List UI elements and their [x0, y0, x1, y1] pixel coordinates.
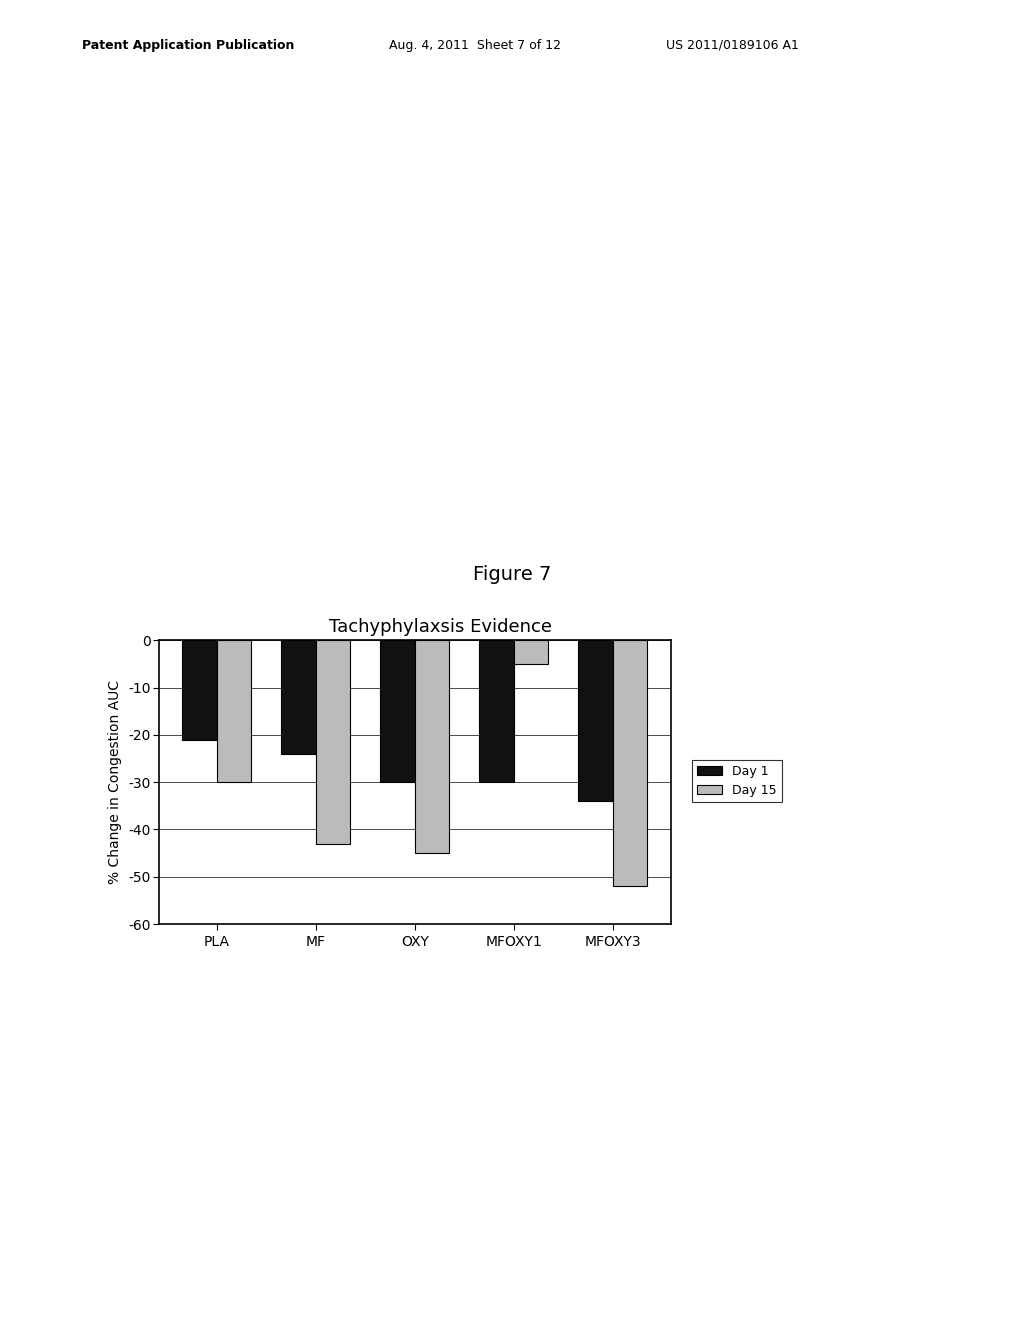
Bar — [182, 640, 217, 739]
Text: Figure 7: Figure 7 — [473, 565, 551, 583]
Bar — [415, 640, 450, 853]
Text: Aug. 4, 2011  Sheet 7 of 12: Aug. 4, 2011 Sheet 7 of 12 — [389, 38, 561, 51]
Bar — [281, 640, 315, 754]
Y-axis label: % Change in Congestion AUC: % Change in Congestion AUC — [109, 680, 122, 884]
Bar — [612, 640, 647, 886]
Text: Patent Application Publication: Patent Application Publication — [82, 38, 294, 51]
Text: US 2011/0189106 A1: US 2011/0189106 A1 — [666, 38, 799, 51]
Text: Tachyphylaxsis Evidence: Tachyphylaxsis Evidence — [329, 618, 552, 636]
Bar — [579, 640, 612, 801]
Bar — [315, 640, 350, 843]
Bar — [479, 640, 514, 781]
Bar — [217, 640, 251, 781]
Bar — [380, 640, 415, 781]
Bar — [514, 640, 549, 664]
Legend: Day 1, Day 15: Day 1, Day 15 — [692, 760, 782, 803]
